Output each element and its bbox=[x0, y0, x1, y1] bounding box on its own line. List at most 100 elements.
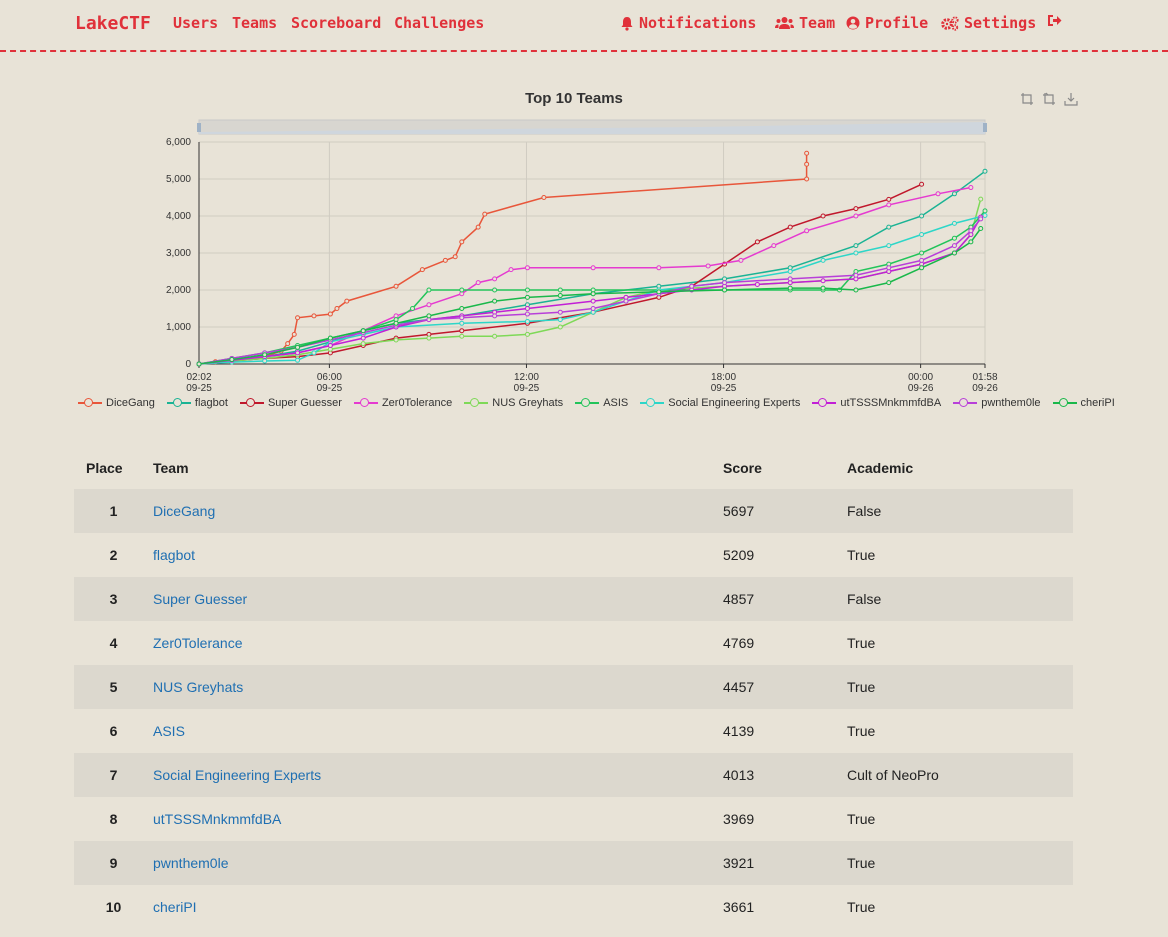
x-tick-date: 09-26 bbox=[908, 383, 934, 394]
legend-item[interactable]: Zer0Tolerance bbox=[353, 397, 452, 409]
nav-teams-link[interactable]: Teams bbox=[232, 14, 278, 32]
series-point bbox=[951, 191, 957, 197]
download-icon[interactable] bbox=[1064, 92, 1078, 106]
legend-swatch bbox=[464, 398, 489, 408]
place-cell: 3 bbox=[109, 591, 118, 607]
nav-settings-link[interactable]: Settings bbox=[941, 14, 1036, 32]
legend-item[interactable]: utTSSSMnkmmfdBA bbox=[812, 397, 941, 409]
nav-settings-label: Settings bbox=[964, 14, 1037, 32]
x-tick-date: 09-25 bbox=[711, 383, 737, 394]
nav-profile-link[interactable]: Profile bbox=[846, 14, 928, 32]
place-cell: 7 bbox=[109, 767, 118, 783]
series-point bbox=[754, 239, 760, 245]
nav-challenges-link[interactable]: Challenges bbox=[394, 14, 485, 32]
team-cell: DiceGang bbox=[153, 489, 723, 533]
legend-item[interactable]: Super Guesser bbox=[239, 397, 342, 409]
legend-label: pwnthem0le bbox=[981, 397, 1041, 409]
nav-scoreboard-link[interactable]: Scoreboard bbox=[291, 14, 382, 32]
team-link[interactable]: DiceGang bbox=[153, 503, 216, 519]
series-point bbox=[787, 276, 793, 282]
series-point bbox=[459, 315, 465, 321]
legend-item[interactable]: DiceGang bbox=[78, 397, 155, 409]
series-point bbox=[754, 281, 760, 287]
legend-item[interactable]: NUS Greyhats bbox=[464, 397, 563, 409]
series-line bbox=[198, 218, 982, 365]
series-point bbox=[524, 318, 530, 324]
legend-swatch bbox=[78, 398, 102, 408]
team-link[interactable]: NUS Greyhats bbox=[153, 679, 244, 695]
nav-users-link[interactable]: Users bbox=[173, 14, 219, 32]
series-point bbox=[935, 191, 941, 197]
series-point bbox=[285, 341, 291, 347]
team-link[interactable]: cheriPI bbox=[153, 899, 197, 915]
y-tick-label: 0 bbox=[185, 359, 191, 370]
zoom-icon[interactable] bbox=[1020, 92, 1034, 106]
x-tick-date: 09-25 bbox=[186, 383, 212, 394]
series-point bbox=[590, 306, 596, 311]
team-link[interactable]: ASIS bbox=[153, 723, 185, 739]
team-link[interactable]: pwnthem0le bbox=[153, 855, 229, 871]
legend-label: DiceGang bbox=[106, 397, 155, 409]
score-cell: 3661 bbox=[723, 899, 755, 915]
header-score: Score bbox=[723, 460, 762, 476]
legend-item[interactable]: pwnthem0le bbox=[953, 397, 1041, 409]
nav-team-link[interactable]: Team bbox=[775, 14, 835, 32]
series-point bbox=[295, 350, 301, 356]
series-point bbox=[262, 358, 268, 364]
series-point bbox=[886, 265, 892, 271]
zoom-handle-right bbox=[983, 123, 987, 132]
team-link[interactable]: flagbot bbox=[153, 547, 196, 563]
table-row: 8 utTSSSMnkmmfdBA 3969 True bbox=[74, 797, 1073, 841]
legend-swatch bbox=[1052, 398, 1077, 408]
series-point bbox=[804, 150, 810, 156]
table-row: 1 DiceGang 5697 False bbox=[74, 489, 1073, 533]
nav-logout-link[interactable] bbox=[1047, 14, 1062, 27]
team-cell: NUS Greyhats bbox=[153, 665, 723, 709]
brand-link[interactable]: LakeCTF bbox=[75, 13, 151, 34]
header-academic: Academic bbox=[847, 460, 914, 476]
series-point bbox=[853, 250, 859, 256]
team-cell: cheriPI bbox=[153, 885, 723, 929]
legend-swatch bbox=[166, 398, 191, 408]
series-point bbox=[722, 287, 728, 293]
series-point bbox=[853, 243, 859, 249]
legend-swatch bbox=[575, 398, 600, 408]
legend-item[interactable]: flagbot bbox=[166, 397, 228, 409]
score-cell: 4769 bbox=[723, 635, 755, 651]
legend-label: utTSSSMnkmmfdBA bbox=[840, 397, 942, 409]
score-cell: 4857 bbox=[723, 591, 755, 607]
team-link[interactable]: Social Engineering Experts bbox=[153, 767, 322, 783]
table-row: 3 Super Guesser 4857 False bbox=[74, 577, 1073, 621]
nav-team-label: Team bbox=[799, 14, 836, 32]
legend-item[interactable]: Social Engineering Experts bbox=[640, 397, 800, 409]
series-point bbox=[557, 324, 563, 330]
legend-item[interactable]: cheriPI bbox=[1052, 397, 1115, 409]
team-cell: Super Guesser bbox=[153, 577, 723, 621]
team-link[interactable]: Zer0Tolerance bbox=[153, 635, 243, 651]
series-point bbox=[295, 344, 301, 350]
series-point bbox=[804, 176, 810, 182]
series-point bbox=[229, 357, 235, 363]
zoom-reset-icon[interactable] bbox=[1042, 92, 1056, 106]
series-point bbox=[982, 208, 988, 214]
legend-item[interactable]: ASIS bbox=[575, 397, 628, 409]
table-row: 4 Zer0Tolerance 4769 True bbox=[74, 621, 1073, 665]
series-point bbox=[459, 287, 465, 293]
series-point bbox=[291, 331, 297, 337]
series-point bbox=[705, 263, 711, 269]
series-point bbox=[459, 306, 465, 311]
series-point bbox=[919, 213, 925, 219]
series-point bbox=[982, 213, 988, 219]
team-link[interactable]: utTSSSMnkmmfdBA bbox=[153, 811, 282, 827]
series-point bbox=[771, 243, 777, 249]
series-point bbox=[820, 278, 826, 284]
series-point bbox=[393, 283, 399, 289]
table-body: 1 DiceGang 5697 False 2 flagbot 5209 True 3 Super… bbox=[74, 489, 1073, 929]
academic-cell: True bbox=[847, 899, 876, 915]
team-link[interactable]: Super Guesser bbox=[153, 591, 248, 607]
table-row: 9 pwnthem0le 3921 True bbox=[74, 841, 1073, 885]
header-team: Team bbox=[153, 460, 189, 476]
nav-notifications-link[interactable]: Notifications bbox=[620, 14, 756, 32]
x-tick-time: 02:02 bbox=[186, 372, 211, 383]
y-tick-label: 6,000 bbox=[166, 137, 191, 148]
